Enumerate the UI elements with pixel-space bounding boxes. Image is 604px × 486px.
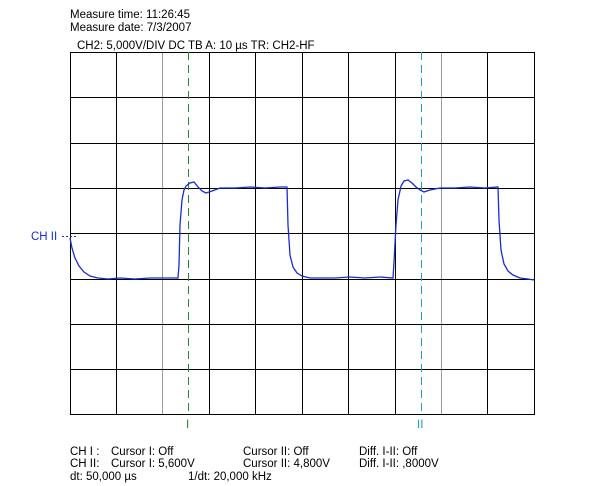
dt-readout: dt: 50,000 µs [70,471,137,483]
measure-date: Measure date: 7/3/2007 [70,22,192,34]
ch1-diff: Diff. I-II: Off [359,446,418,458]
cursor-1-label: I [186,419,190,431]
ch1-cursor1: Cursor I: Off [111,446,174,458]
waveform-trace [69,179,535,281]
inverse-dt-readout: 1/dt: 20,000 kHz [188,471,272,483]
ch2-cursor2: Cursor II: 4,800V [243,458,330,470]
cursor-2-label: II [417,419,424,431]
ch1-label: CH I : [70,446,100,458]
ch2-label: CH II: [70,458,100,470]
ch1-cursor2: Cursor II: Off [243,446,309,458]
channel-2-label: CH II [31,231,58,243]
measure-time: Measure time: 11:26:45 [70,9,190,21]
ch2-diff: Diff. I-II: ,8000V [359,458,439,470]
scope-settings: CH2: 5,000V/DIV DC TB A: 10 µs TR: CH2-H… [77,40,315,52]
major-grid [70,52,535,415]
ch2-cursor1: Cursor I: 5,600V [111,458,195,470]
